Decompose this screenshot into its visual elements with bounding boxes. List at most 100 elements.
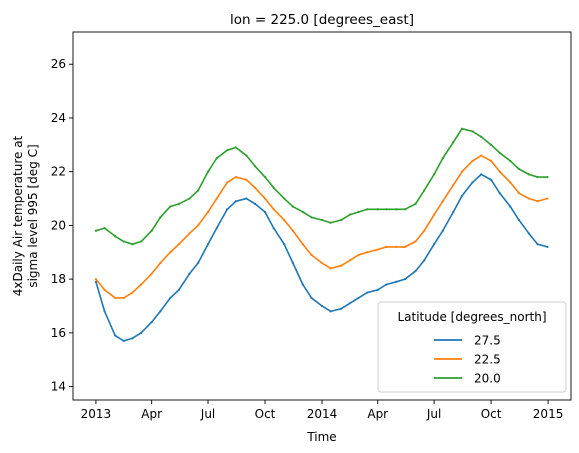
series-1-point-9 xyxy=(177,243,181,246)
series-2-point-22 xyxy=(301,210,304,214)
series-1-point-31 xyxy=(385,245,388,248)
series-2-point-48 xyxy=(546,175,549,179)
series-1-point-38 xyxy=(452,184,455,187)
series-0-point-9 xyxy=(177,288,181,291)
series-1-point-20 xyxy=(283,218,286,222)
x-tick-label-0: 2013 xyxy=(81,407,112,421)
series-1-point-1 xyxy=(103,288,106,291)
series-2-point-47 xyxy=(536,175,539,179)
series-2-point-23 xyxy=(310,216,313,219)
series-1-point-48 xyxy=(546,197,549,200)
series-1-point-19 xyxy=(272,208,275,211)
series-1-point-17 xyxy=(254,186,257,189)
series-2-point-19 xyxy=(272,186,275,189)
series-0-point-37 xyxy=(441,229,444,232)
series-0-point-20 xyxy=(283,243,286,246)
series-1-point-34 xyxy=(414,240,417,243)
series-0-point-18 xyxy=(263,210,267,214)
series-2-point-40 xyxy=(471,130,474,133)
series-2-point-11 xyxy=(197,189,200,192)
series-0-point-39 xyxy=(460,194,464,197)
series-1-point-27 xyxy=(348,259,351,262)
legend: Latitude [degrees_north] 27.5 22.5 20.0 xyxy=(377,301,567,393)
series-2-point-7 xyxy=(159,216,162,219)
series-1-point-24 xyxy=(320,261,324,265)
series-0-point-1 xyxy=(103,310,106,313)
series-1-point-12 xyxy=(206,210,210,214)
y-tick-label-4: 22 xyxy=(51,165,66,179)
series-0-point-13 xyxy=(215,226,218,230)
legend-label-2: 20.0 xyxy=(474,372,501,386)
series-0-point-44 xyxy=(509,205,512,208)
series-1-point-32 xyxy=(395,245,398,248)
series-1-point-25 xyxy=(329,267,332,270)
series-2-point-35 xyxy=(423,189,426,192)
x-tick-label-1: Apr xyxy=(141,407,162,421)
y-tick-label-5: 24 xyxy=(51,111,66,125)
series-0-point-15 xyxy=(234,200,237,203)
series-0-point-27 xyxy=(348,302,351,305)
y-axis-label-line-1: 4xDaily Air temperature at xyxy=(11,135,25,296)
series-1-point-39 xyxy=(460,170,464,173)
series-0-point-11 xyxy=(197,261,200,265)
series-2-point-3 xyxy=(122,240,125,243)
y-tick-label-2: 18 xyxy=(51,272,66,286)
series-2-point-12 xyxy=(206,170,210,173)
series-2-point-16 xyxy=(245,154,248,157)
y-tick-label-3: 20 xyxy=(51,218,66,232)
series-2-point-4 xyxy=(131,243,134,246)
series-1-point-47 xyxy=(536,200,539,203)
series-1-point-14 xyxy=(226,181,229,184)
series-0-point-45 xyxy=(517,218,521,222)
series-2-point-21 xyxy=(291,205,294,208)
series-1-point-13 xyxy=(215,197,218,200)
series-2-point-38 xyxy=(452,141,455,144)
y-axis: 14 16 18 20 22 24 26 xyxy=(51,57,73,394)
y-tick-label-0: 14 xyxy=(51,380,66,394)
series-0-point-14 xyxy=(226,208,229,211)
x-tick-label-3: Oct xyxy=(255,407,276,421)
series-2-point-28 xyxy=(357,210,360,214)
legend-label-1: 22.5 xyxy=(474,353,501,367)
series-2-point-13 xyxy=(215,157,218,160)
series-1-point-26 xyxy=(340,264,343,267)
series-1-point-36 xyxy=(433,213,436,216)
series-0-point-35 xyxy=(423,259,426,262)
series-1-point-46 xyxy=(527,197,530,200)
series-2-point-5 xyxy=(140,240,143,243)
series-2-point-44 xyxy=(509,159,512,163)
series-1-point-4 xyxy=(131,291,134,294)
series-0-point-48 xyxy=(546,245,549,248)
series-2-point-41 xyxy=(480,135,483,138)
series-1-point-2 xyxy=(114,296,117,300)
y-axis-label-line-2: sigma level 995 [deg C] xyxy=(26,144,40,287)
series-2-point-31 xyxy=(385,208,388,211)
series-1-point-15 xyxy=(234,175,237,179)
series-2-point-1 xyxy=(103,226,106,230)
x-axis-label: Time xyxy=(306,430,336,444)
series-1-point-42 xyxy=(490,159,493,163)
series-2-point-46 xyxy=(527,173,530,176)
series-2-point-10 xyxy=(188,197,191,200)
legend-title: Latitude [degrees_north] xyxy=(397,310,546,324)
series-2-point-39 xyxy=(460,127,464,130)
series-2-point-9 xyxy=(177,202,181,206)
series-0-point-38 xyxy=(452,210,455,214)
y-axis-label: 4xDaily Air temperature at sigma level 9… xyxy=(11,135,40,296)
series-0-point-41 xyxy=(480,173,483,176)
series-1-point-33 xyxy=(403,245,407,248)
series-2-point-14 xyxy=(226,149,229,152)
series-layer xyxy=(94,127,549,343)
series-2-point-0 xyxy=(94,229,98,232)
series-2-point-15 xyxy=(234,146,237,149)
legend-label-0: 27.5 xyxy=(474,334,501,348)
series-1-point-8 xyxy=(169,251,172,254)
series-0-point-16 xyxy=(245,197,248,200)
series-2-point-32 xyxy=(395,208,398,211)
series-0-point-5 xyxy=(140,331,143,334)
series-1-point-35 xyxy=(423,229,426,232)
series-0-point-8 xyxy=(169,296,172,300)
series-1-point-29 xyxy=(366,251,369,254)
x-axis: 2013 Apr Jul Oct 2014 Apr Jul Oct 2015 xyxy=(81,400,563,421)
series-0-point-12 xyxy=(206,243,210,246)
